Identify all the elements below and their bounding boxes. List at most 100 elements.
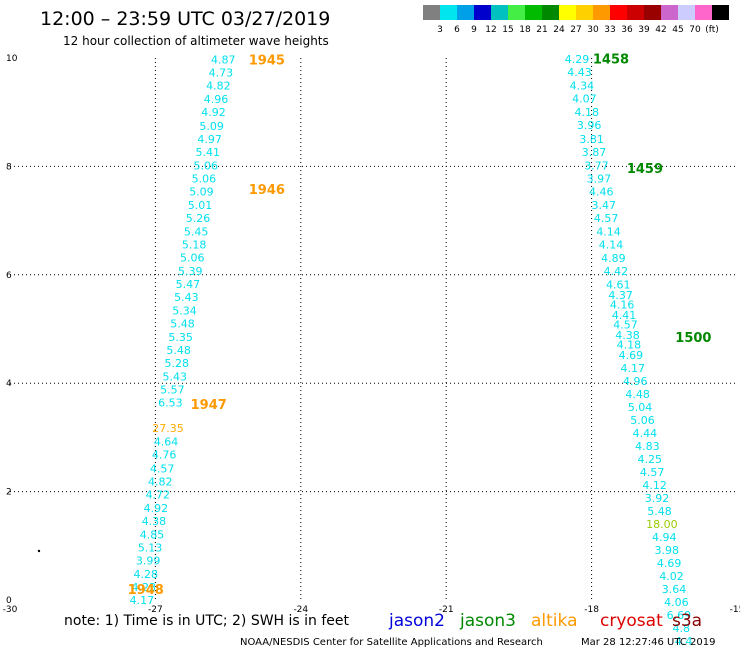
- data-point-label: 4.07: [572, 93, 597, 106]
- data-point-label: 3.99: [136, 554, 161, 567]
- footer-credit: NOAA/NESDIS Center for Satellite Applica…: [240, 637, 543, 648]
- colorbar-swatch: [644, 5, 661, 20]
- data-point-label: 4.16: [610, 299, 635, 312]
- data-point-label: 4.46: [589, 185, 614, 198]
- data-point-label: 3.97: [587, 172, 612, 185]
- data-point-label: 5.41: [195, 146, 220, 159]
- data-point-label: 4.69: [657, 557, 682, 570]
- data-point-label: 4.96: [623, 375, 648, 388]
- colorbar-label: 33: [604, 25, 615, 35]
- data-point-label: 5.43: [163, 371, 188, 384]
- time-label: 1947: [191, 398, 227, 413]
- colorbar-label: 42: [655, 25, 666, 35]
- data-point-label: 4.83: [635, 440, 660, 453]
- chart-title: 12:00 – 23:59 UTC 03/27/2019: [40, 8, 330, 30]
- data-point-label: 4.8: [673, 622, 691, 635]
- data-point-label: 4.73: [209, 67, 234, 80]
- time-label: 1945: [249, 54, 285, 69]
- data-point-label: 5.01: [188, 199, 213, 212]
- colorbar-swatch: [542, 5, 559, 20]
- note-text: note: 1) Time is in UTC; 2) SWH is in fe…: [64, 613, 350, 629]
- satellite-legend-cryosat: cryosat: [600, 611, 663, 631]
- data-point-label: 4.97: [197, 133, 222, 146]
- y-tick-label: 2: [6, 488, 12, 498]
- time-label: 1948: [128, 583, 164, 598]
- data-point-label: 4.61: [606, 279, 631, 292]
- colorbar-swatch: [508, 5, 525, 20]
- colorbar-label: 70: [689, 25, 701, 35]
- colorbar-swatch: [695, 5, 712, 20]
- colorbar-label: 36: [621, 25, 633, 35]
- satellite-legend-altika: altika: [531, 611, 578, 631]
- data-point-label: 4.57: [150, 462, 175, 475]
- data-point-label: 4.57: [613, 319, 638, 332]
- data-point-label: 5.48: [647, 505, 672, 518]
- chart-axes: -30 -27 -24 -21 -18 -15 0 2 4 6 8 10: [3, 54, 740, 615]
- data-point-label: 5.47: [176, 278, 201, 291]
- data-point-label: 4.02: [659, 570, 684, 583]
- data-point-label: 3.87: [582, 146, 607, 159]
- y-tick-label: 8: [6, 162, 12, 172]
- data-point-label: 5.48: [166, 344, 191, 357]
- data-point-label: 4.37: [608, 289, 633, 302]
- y-tick-label: 0: [6, 596, 12, 606]
- data-point-label: 5.09: [199, 120, 224, 133]
- colorbar-label: 45: [672, 25, 683, 35]
- y-tick-label: 4: [6, 379, 12, 389]
- data-point-label: 3.98: [654, 544, 679, 557]
- data-point-label: 4.25: [638, 453, 663, 466]
- colorbar-legend: 3 6 9 12 15 18 21 24 27 30 33 36 39 42 45 70 (ft): [423, 5, 729, 35]
- data-point-label: 3.96: [577, 119, 602, 132]
- data-point-label: 5.26: [186, 212, 211, 225]
- data-point-label: 4.64: [154, 436, 179, 449]
- colorbar-swatch: [593, 5, 610, 20]
- data-point-label: 5.48: [170, 318, 195, 331]
- data-point-label: 4.18: [575, 106, 600, 119]
- colorbar-label: 21: [536, 25, 547, 35]
- data-point-label: 4.57: [640, 466, 665, 479]
- x-tick-label: -30: [3, 605, 18, 615]
- data-point-label: 5.35: [168, 331, 193, 344]
- data-point-label: 3.77: [584, 159, 609, 172]
- x-tick-label: -27: [148, 605, 163, 615]
- x-tick-label: -18: [584, 605, 599, 615]
- data-point-label: 3.47: [591, 199, 616, 212]
- data-point-label: 5.39: [178, 265, 203, 278]
- data-point-label: 4.69: [619, 349, 644, 362]
- data-point-label: 5.06: [630, 414, 655, 427]
- data-point-label: 4.85: [140, 528, 165, 541]
- data-point-label: 5.04: [628, 401, 653, 414]
- colorbar-label: 24: [553, 25, 565, 35]
- data-point-label: 3.92: [645, 492, 670, 505]
- data-point-label: 4.72: [146, 488, 171, 501]
- colorbar-label: 6: [454, 25, 460, 35]
- colorbar-swatch: [627, 5, 644, 20]
- colorbar-label: 12: [485, 25, 496, 35]
- colorbar-swatch: [576, 5, 593, 20]
- time-label: 1459: [627, 162, 663, 177]
- data-point-label: 3.: [681, 648, 692, 650]
- colorbar-swatch: [559, 5, 576, 20]
- data-point-label: 4.48: [625, 388, 650, 401]
- data-point-label: 5.57: [160, 384, 185, 397]
- data-point-label: 5.06: [180, 251, 205, 264]
- data-point-label: 4.23: [132, 581, 157, 594]
- chart-points: 4.874.734.824.964.925.094.975.415.065.06…: [37, 53, 711, 650]
- data-point-label: 5.34: [172, 305, 197, 318]
- data-point-label: 4.14: [596, 225, 621, 238]
- colorbar-label: 39: [638, 25, 650, 35]
- data-point-label: 4.57: [594, 212, 619, 225]
- data-point-label: 4.82: [148, 475, 173, 488]
- data-point-label: 4.17: [621, 362, 646, 375]
- data-point-label: 4.28: [133, 568, 158, 581]
- data-point-label: 4.43: [567, 66, 592, 79]
- satellite-legend-s3a: s3a: [672, 611, 702, 631]
- x-tick-label: -15: [730, 605, 740, 615]
- data-point-label: 4.18: [617, 339, 642, 352]
- footer-timestamp: Mar 28 12:27:46 UTC 2019: [581, 637, 716, 648]
- colorbar-swatch: [678, 5, 695, 20]
- time-label: 1946: [249, 183, 285, 198]
- colorbar-swatch: [491, 5, 508, 20]
- data-point-label: 4.38: [615, 329, 640, 342]
